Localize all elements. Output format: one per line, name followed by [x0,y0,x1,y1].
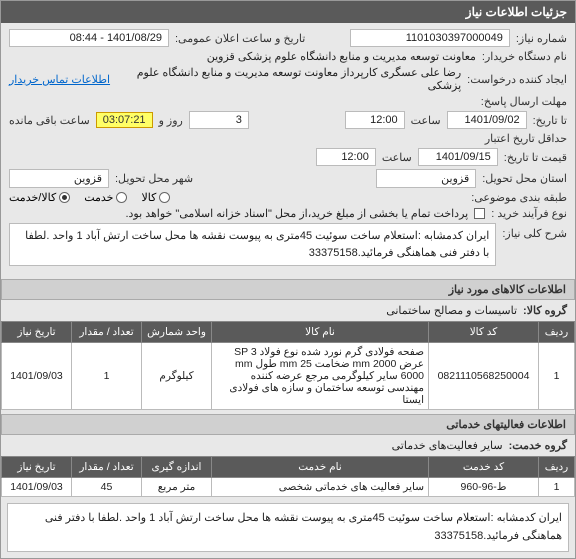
bottom-description: ایران کدمشابه :استعلام ساخت سوئیت 45متری… [7,503,569,552]
service-group-value: سایر فعالیت‌های خدماتی [392,439,503,452]
radio-dot-selected-icon [59,192,70,203]
service-th-4: تعداد / مقدار [72,457,142,478]
service-cell: سایر فعالیت های خدماتی شخصی [212,478,429,497]
goods-group-label: گروه کالا: [523,304,567,317]
buyer-org-value: معاونت توسعه مدیریت و منابع دانشگاه علوم… [207,50,476,63]
service-th-5: تاریخ نیاز [2,457,72,478]
radio-goods-service-label: کالا/خدمت [9,191,56,204]
creator-label: ایجاد کننده درخواست: [467,73,567,86]
radio-goods[interactable]: کالا [141,191,170,204]
service-th-3: اندازه گیری [142,457,212,478]
need-class-label: طبقه بندی موضوعی: [471,191,567,204]
city-value: قزوین [9,169,109,188]
buy-type-label: نوع فرآیند خرید : [491,207,567,220]
creator-value: رضا علی عسگری کارپرداز معاونت توسعه مدیر… [116,66,461,92]
goods-group-value: تاسیسات و مصالح ساختمانی [386,304,517,317]
service-th-0: ردیف [539,457,575,478]
summary-text: ایران کدمشابه :استعلام ساخت سوئیت 45متری… [9,223,496,266]
radio-dot-icon [116,192,127,203]
buyer-org-label: نام دستگاه خریدار: [482,50,567,63]
goods-cell: 1 [539,343,575,410]
goods-table: ردیف کد کالا نام کالا واحد شمارش تعداد /… [1,321,575,410]
goods-cell: کیلوگرم [142,343,212,410]
deadline-until-label: تا تاریخ: [533,114,567,127]
table-row: 1 ط-96-960 سایر فعالیت های خدماتی شخصی م… [2,478,575,497]
announce-label: تاریخ و ساعت اعلان عمومی: [175,32,305,45]
time-label-2: ساعت [382,151,412,164]
days-value: 3 [189,111,249,129]
days-label: روز و [159,114,183,127]
service-cell: 1 [539,478,575,497]
panel-title: جزئیات اطلاعات نیاز [1,1,575,23]
service-cell: ط-96-960 [429,478,539,497]
city-label: شهر محل تحویل: [115,172,193,185]
service-cell: 1401/09/03 [2,478,72,497]
need-no-label: شماره نیاز: [516,32,567,45]
service-cell: متر مربع [142,478,212,497]
deadline-date: 1401/09/02 [447,111,527,129]
payment-note: پرداخت تمام یا بخشی از مبلغ خرید،از محل … [125,207,468,220]
goods-th-0: ردیف [539,322,575,343]
contact-link[interactable]: اطلاعات تماس خریدار [9,73,110,86]
service-th-2: نام خدمت [212,457,429,478]
summary-label: شرح کلی نیاز: [502,227,567,240]
need-class-radio-group: کالا خدمت کالا/خدمت [9,191,170,204]
goods-th-5: تاریخ نیاز [2,322,72,343]
countdown-timer: 03:07:21 [96,112,153,128]
time-label-1: ساعت [411,114,441,127]
radio-goods-label: کالا [141,191,156,204]
goods-cell: 1 [72,343,142,410]
service-section-title: اطلاعات فعالیتهای خدماتی [1,414,575,435]
remain-label: ساعت باقی مانده [9,114,90,127]
goods-cell: صفحه فولادی گرم نورد شده نوع فولاد SP 3 … [212,343,429,410]
radio-dot-icon [159,192,170,203]
goods-cell: 1401/09/03 [2,343,72,410]
goods-th-2: نام کالا [212,322,429,343]
goods-th-3: واحد شمارش [142,322,212,343]
form-area: شماره نیاز: 1101030397000049 تاریخ و ساع… [1,23,575,275]
service-table: ردیف کد خدمت نام خدمت اندازه گیری تعداد … [1,456,575,497]
min-valid-time: 12:00 [316,148,376,166]
province-value: قزوین [376,169,476,188]
price-until-label: قیمت تا تاریخ: [504,151,567,164]
service-group-label: گروه خدمت: [509,439,567,452]
radio-service[interactable]: خدمت [84,191,127,204]
goods-cell: 0821110568250004 [429,343,539,410]
goods-th-4: تعداد / مقدار [72,322,142,343]
service-th-1: کد خدمت [429,457,539,478]
service-cell: 45 [72,478,142,497]
radio-goods-service[interactable]: کالا/خدمت [9,191,70,204]
payment-checkbox[interactable] [474,208,485,219]
goods-th-1: کد کالا [429,322,539,343]
goods-section-title: اطلاعات کالاهای مورد نیاز [1,279,575,300]
announce-value: 1401/08/29 - 08:44 [9,29,169,47]
min-valid-date: 1401/09/15 [418,148,498,166]
radio-service-label: خدمت [84,191,113,204]
table-row: 1 0821110568250004 صفحه فولادی گرم نورد … [2,343,575,410]
province-label: استان محل تحویل: [482,172,567,185]
need-no-value: 1101030397000049 [350,29,510,47]
deadline-time: 12:00 [345,111,405,129]
deadline-label: مهلت ارسال پاسخ: [481,95,567,108]
min-valid-label: حداقل تاریخ اعتبار [485,132,567,145]
